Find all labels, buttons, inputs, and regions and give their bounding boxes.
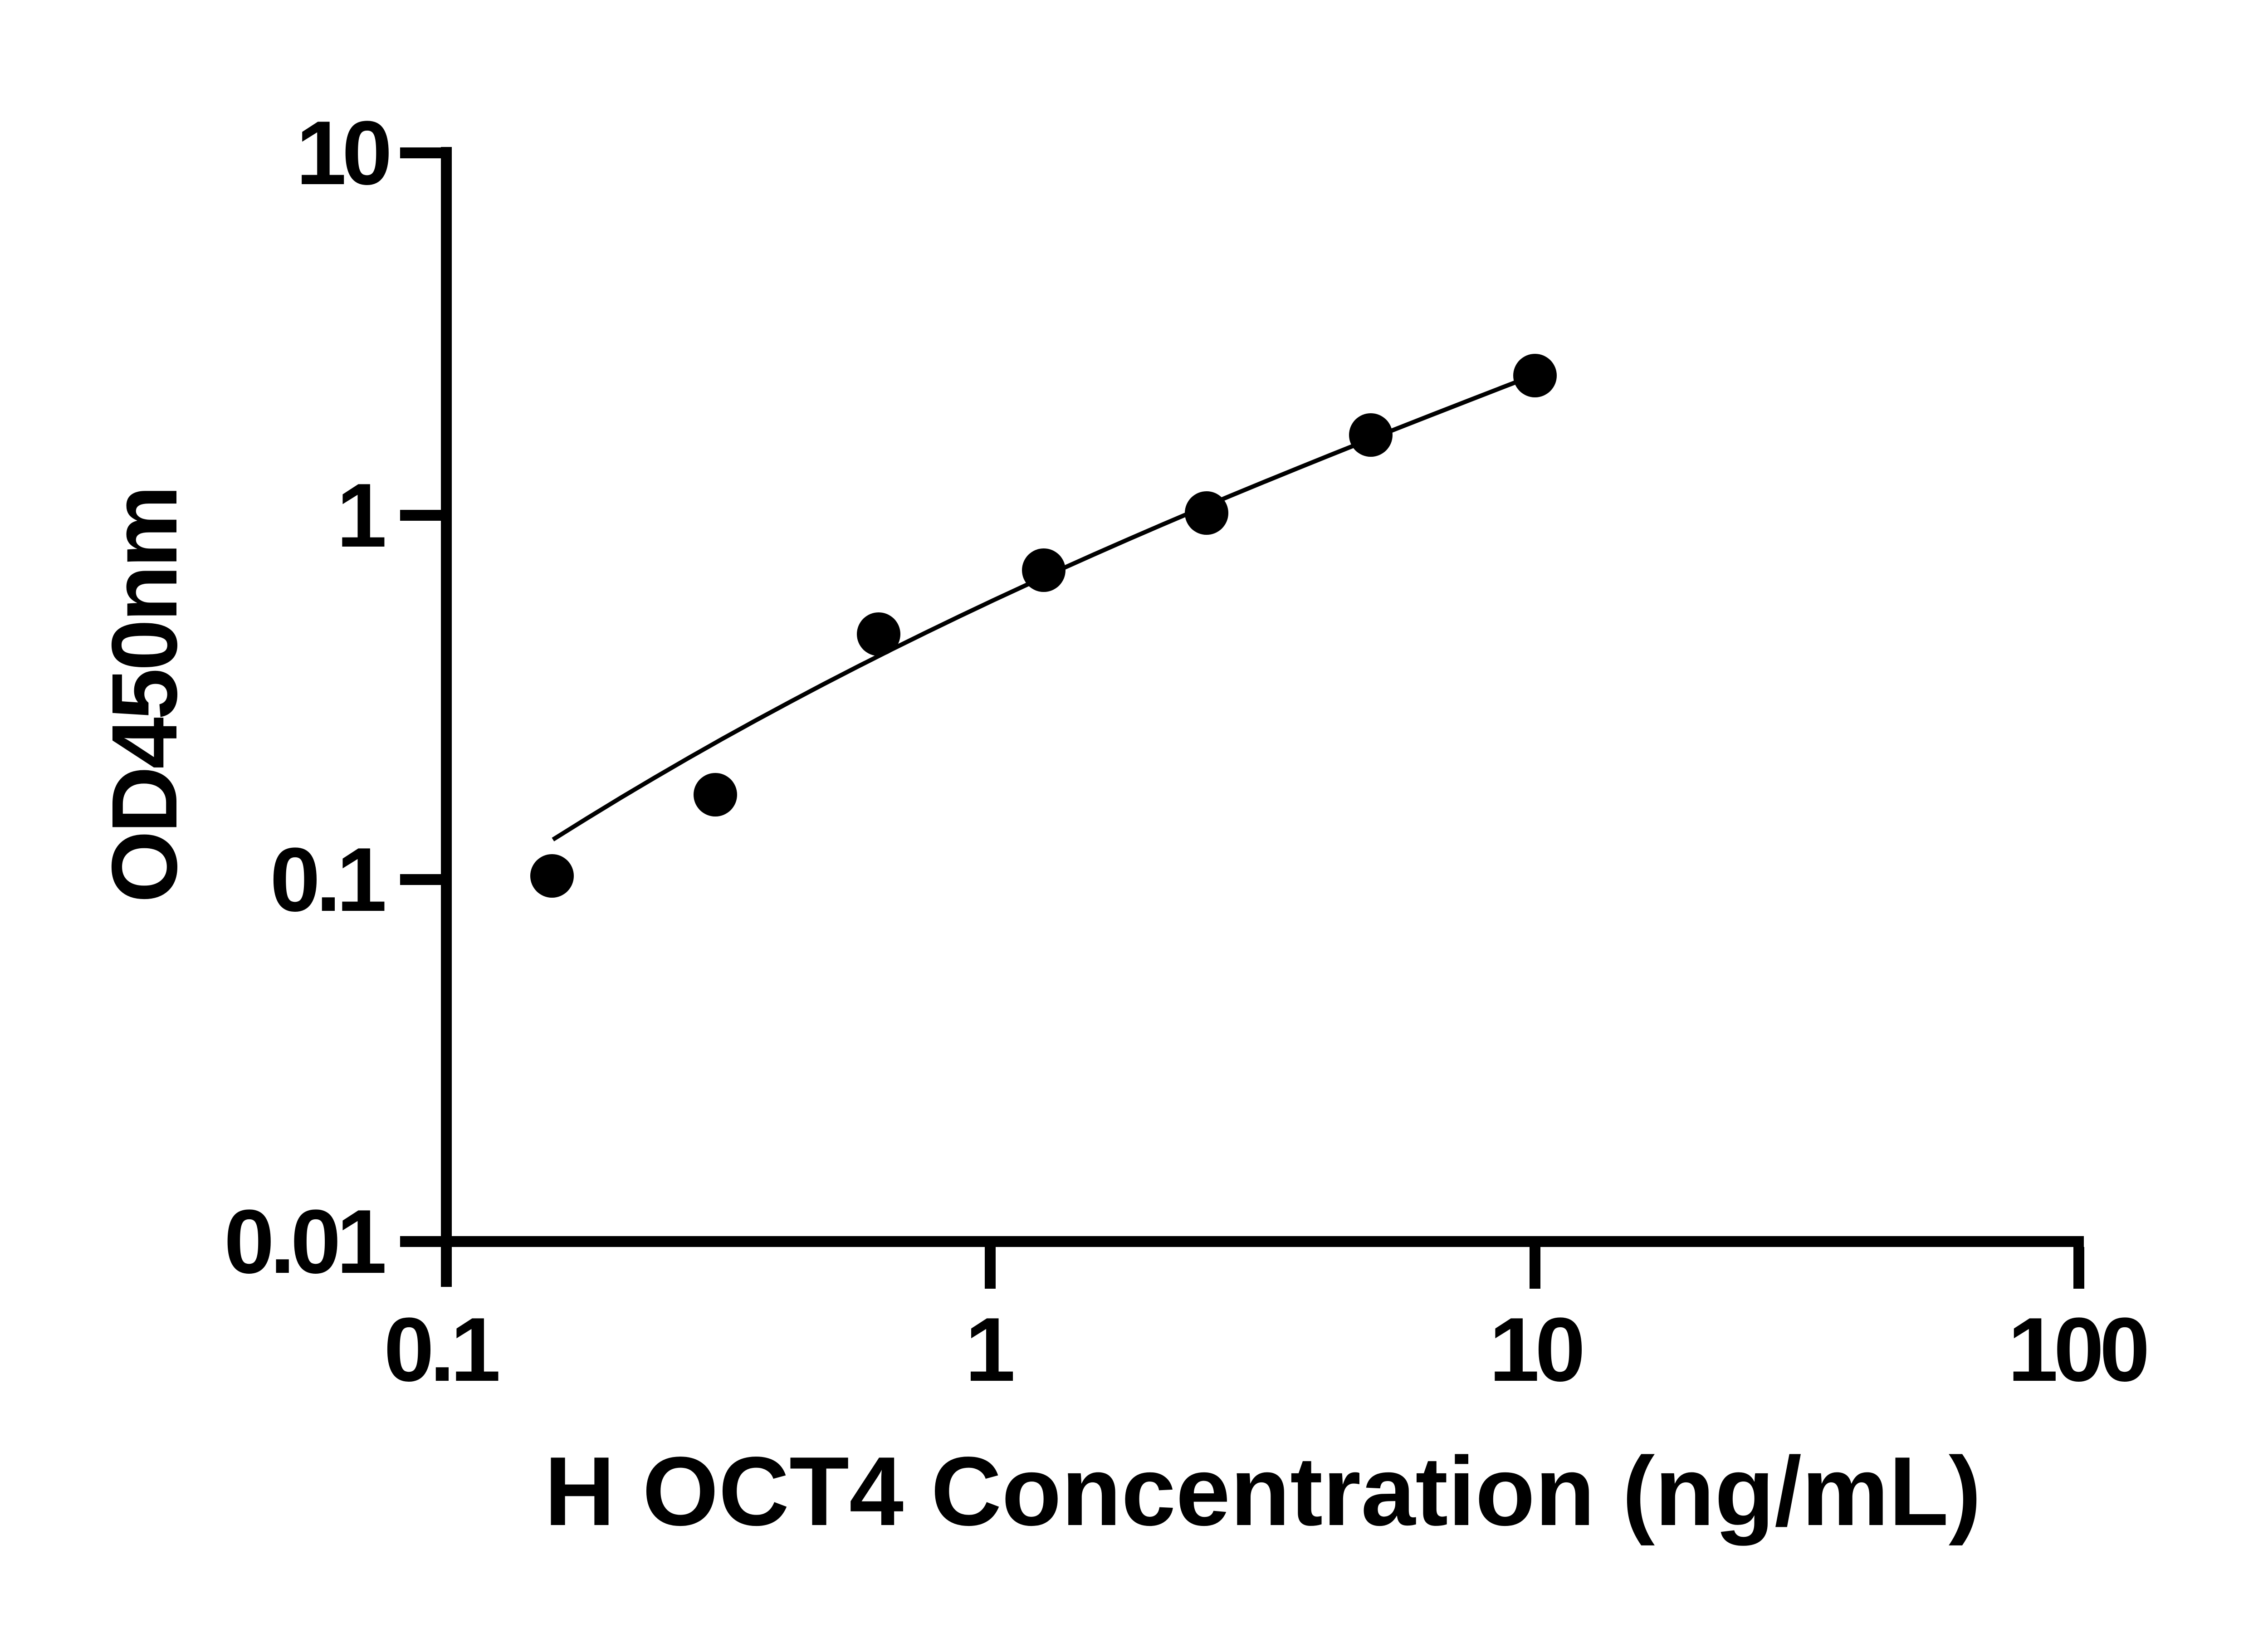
svg-text:10: 10 bbox=[296, 103, 389, 204]
svg-text:0.1: 0.1 bbox=[270, 829, 385, 930]
svg-text:10: 10 bbox=[1489, 1299, 1582, 1400]
svg-text:OD450nm: OD450nm bbox=[93, 488, 196, 903]
svg-text:1: 1 bbox=[337, 465, 385, 566]
svg-text:1: 1 bbox=[965, 1299, 1013, 1400]
svg-text:100: 100 bbox=[2008, 1299, 2146, 1400]
svg-text:0.1: 0.1 bbox=[384, 1299, 499, 1400]
svg-text:H OCT4 Concentration (ng/mL): H OCT4 Concentration (ng/mL) bbox=[544, 1436, 1981, 1546]
svg-text:0.01: 0.01 bbox=[224, 1191, 385, 1292]
